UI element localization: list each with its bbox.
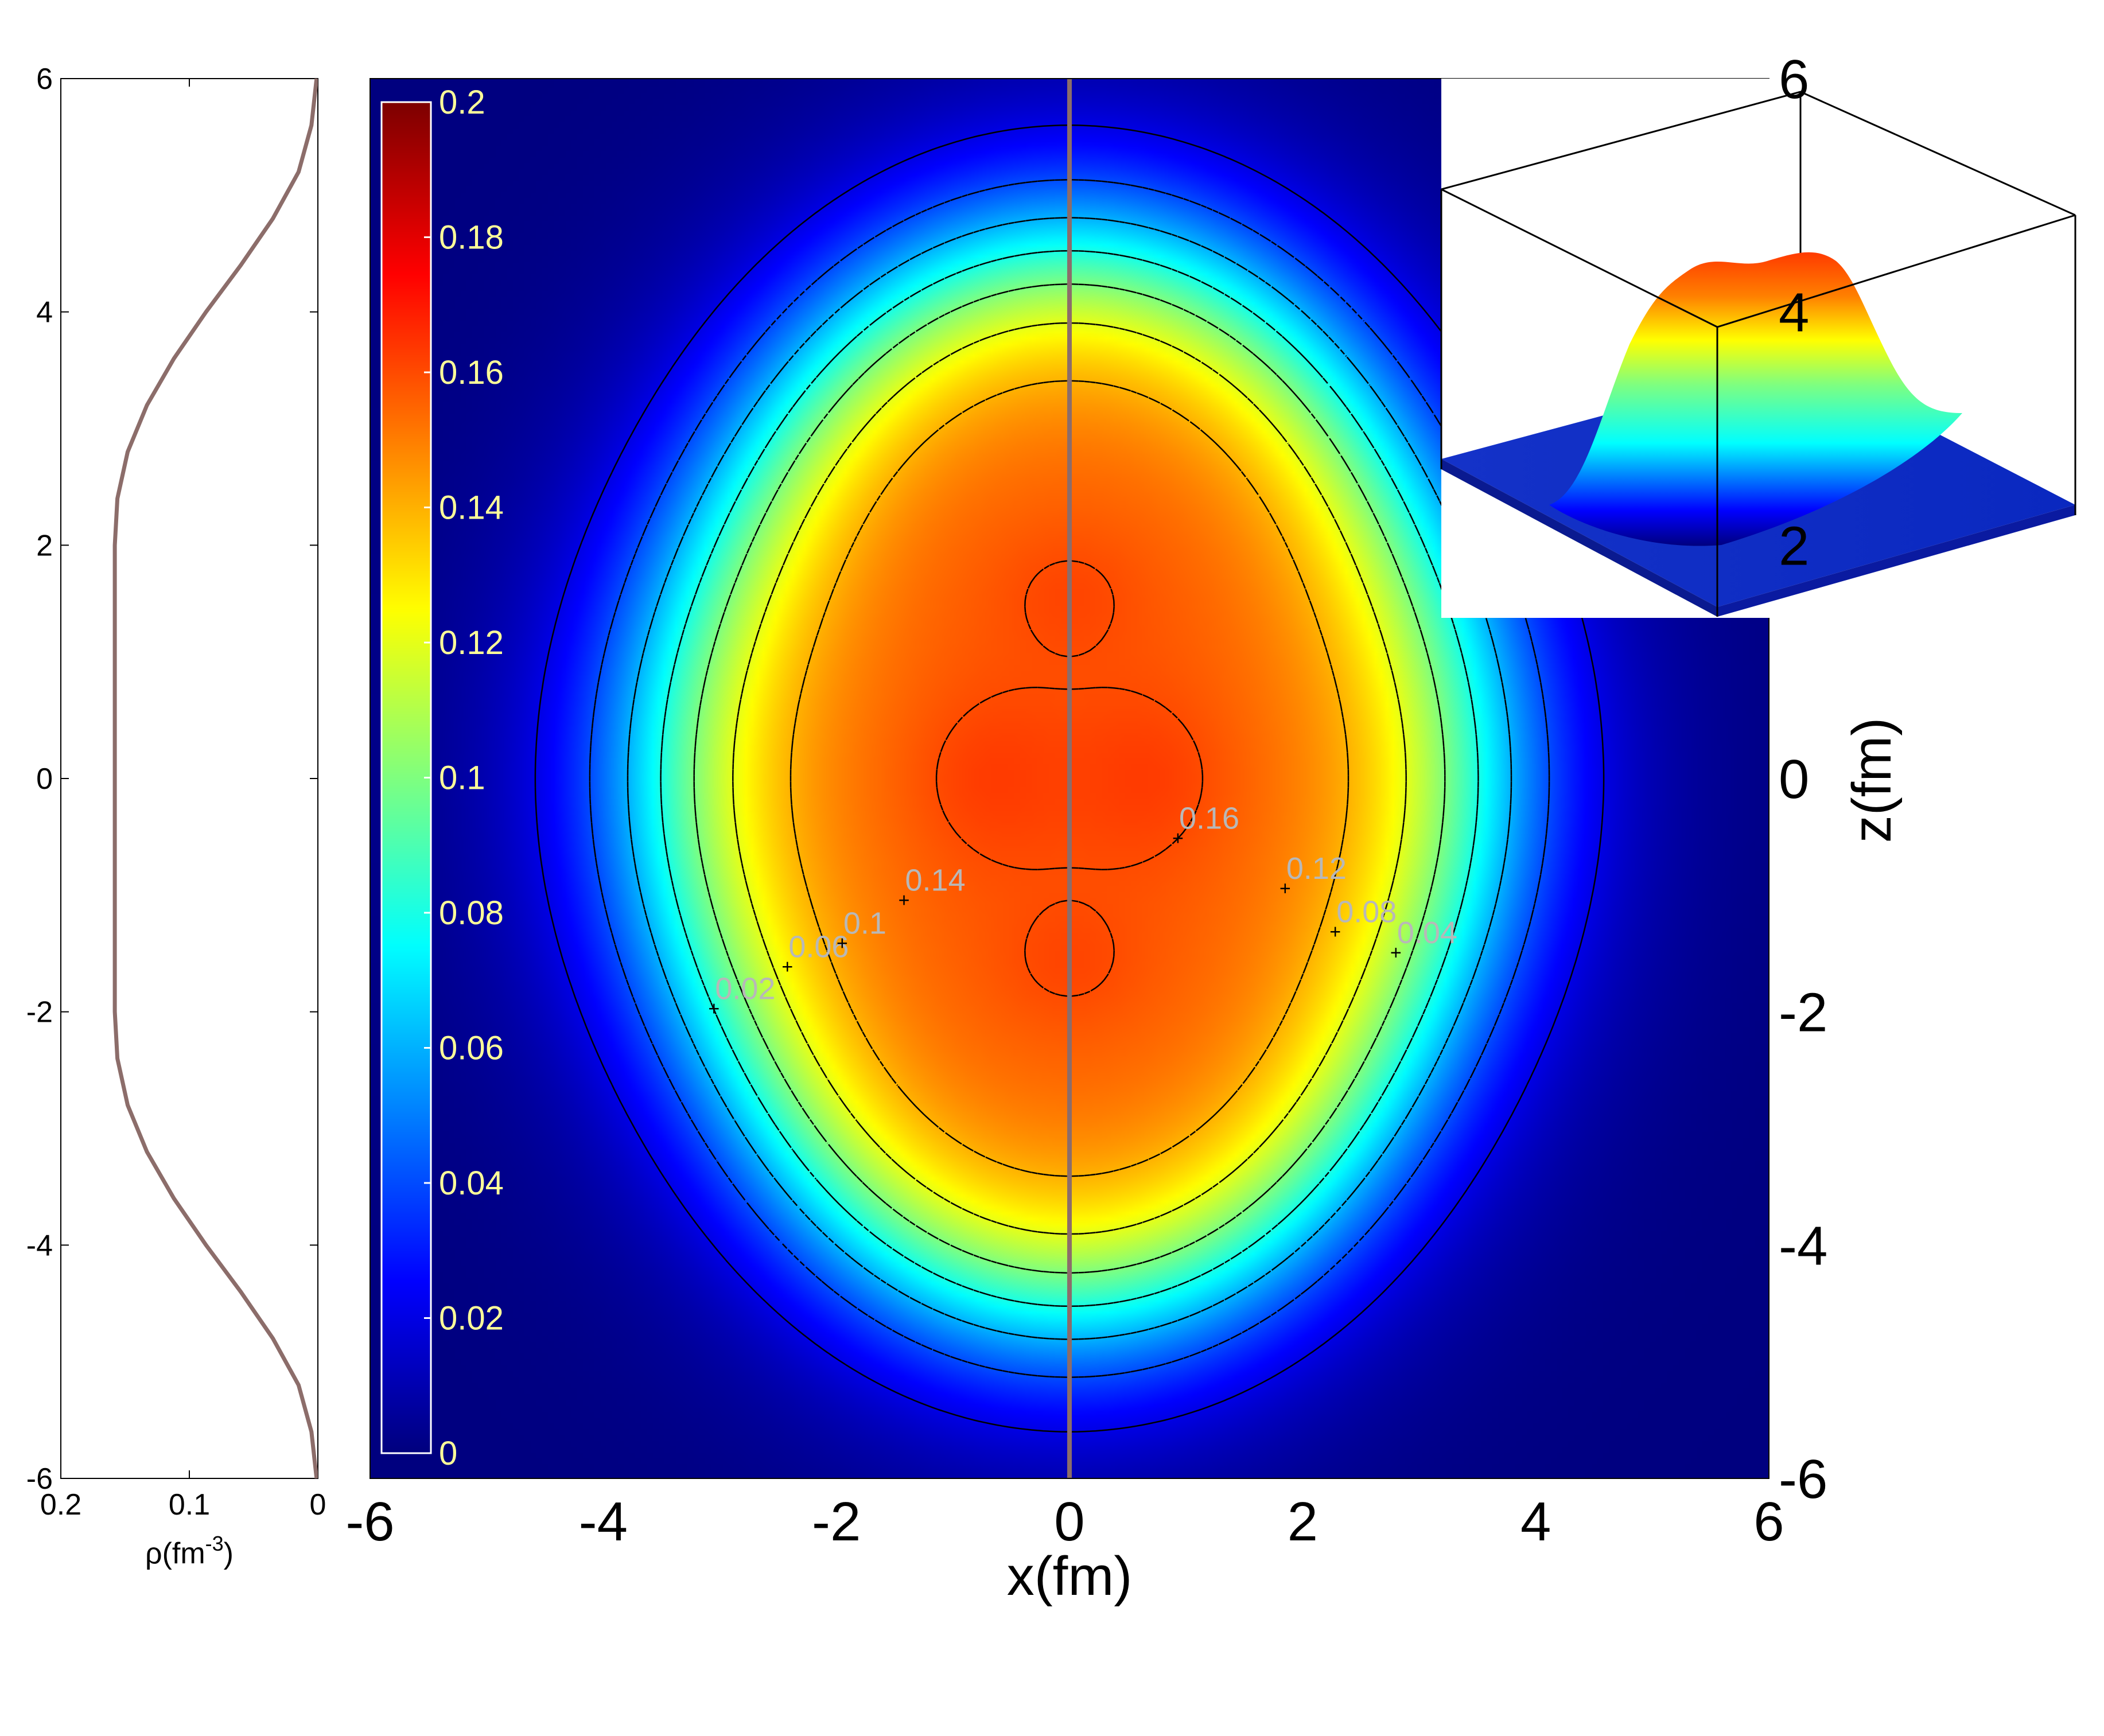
colorbar-tick-label: 0 bbox=[439, 1435, 457, 1472]
side-profile-line bbox=[112, 79, 318, 1478]
contour-marker: + bbox=[1172, 828, 1184, 850]
contour-marker: + bbox=[1279, 878, 1291, 900]
contour-line bbox=[790, 380, 1349, 1177]
colorbar-tick-label: 0.02 bbox=[439, 1300, 504, 1337]
contour-label: 0.02 bbox=[715, 972, 775, 1006]
main-y-tick-label: -2 bbox=[1779, 982, 1827, 1044]
contour-marker: + bbox=[708, 998, 720, 1020]
colorbar-tick-label: 0.08 bbox=[439, 894, 504, 932]
side-y-tick-label: 0 bbox=[36, 762, 53, 796]
colorbar-tick-label: 0.12 bbox=[439, 624, 504, 661]
main-x-tick-label: 6 bbox=[1753, 1491, 1784, 1552]
contour-label: 0.06 bbox=[788, 929, 849, 964]
colorbar-ticks: 0.2 0.18 0.16 0.14 0.12 0.1 0.08 0.06 0.04 0.02 0 bbox=[424, 84, 504, 1472]
colorbar-tick-label: 0.14 bbox=[439, 489, 504, 527]
side-y-tick-label: 4 bbox=[36, 296, 53, 329]
side-axes-frame bbox=[60, 78, 318, 1479]
colorbar-tick-label: 0.16 bbox=[439, 354, 504, 391]
inset-surface-bump bbox=[1549, 252, 1962, 546]
main-x-tick-label: -4 bbox=[579, 1491, 628, 1552]
colorbar-tick-label: 0.18 bbox=[439, 219, 504, 256]
side-y-tick-label: -2 bbox=[26, 996, 53, 1029]
inset-floor-edge-right bbox=[1717, 505, 2075, 617]
main-y-tick-label: -4 bbox=[1779, 1215, 1827, 1276]
side-y-tick-label: 6 bbox=[36, 63, 53, 96]
side-y-tick-label: 2 bbox=[36, 529, 53, 562]
contour-line bbox=[935, 560, 1204, 997]
contour-line bbox=[732, 322, 1407, 1235]
contour-line bbox=[627, 217, 1512, 1340]
contour-label: 0.1 bbox=[843, 906, 886, 941]
main-y-tick-label: 2 bbox=[1779, 515, 1809, 577]
inset-3d-surface bbox=[1440, 79, 2095, 618]
main-y-axis-label: z(fm) bbox=[1841, 718, 1903, 843]
contour-label: 0.08 bbox=[1336, 894, 1397, 929]
main-x-tick-label: -6 bbox=[345, 1491, 394, 1552]
main-x-ticks: -6 -4 -2 0 2 4 6 bbox=[345, 1491, 1784, 1552]
contour-line bbox=[660, 250, 1479, 1307]
main-y-tick-label: 0 bbox=[1779, 749, 1809, 810]
colorbar-tick-label: 0.2 bbox=[439, 84, 485, 121]
colorbar-tick-label: 0.1 bbox=[439, 760, 485, 797]
contour-lines bbox=[534, 124, 1605, 1433]
contour-marker: + bbox=[1390, 942, 1402, 964]
colorbar-tick-label: 0.06 bbox=[439, 1030, 504, 1067]
main-y-tick-label: 6 bbox=[1779, 49, 1809, 110]
main-y-ticks: 6 4 2 0 -2 -4 -6 bbox=[1779, 49, 1827, 1510]
contour-marker: + bbox=[1329, 921, 1341, 943]
contour-label: 0.12 bbox=[1286, 851, 1347, 886]
side-x-tick-label: 0 bbox=[310, 1488, 326, 1521]
main-x-tick-label: -2 bbox=[812, 1491, 861, 1552]
side-x-tick-label: 0.2 bbox=[40, 1488, 81, 1521]
contour-label: 0.04 bbox=[1397, 916, 1457, 950]
colorbar-tick-label: 0.04 bbox=[439, 1165, 504, 1202]
side-x-tick-label: 0.1 bbox=[169, 1488, 210, 1521]
main-y-tick-label: 4 bbox=[1779, 282, 1809, 344]
main-axes-frame bbox=[370, 78, 1769, 1479]
contour-marker: + bbox=[781, 956, 793, 978]
inset-floor-edge bbox=[1441, 459, 1717, 617]
contour-label: 0.14 bbox=[905, 863, 966, 898]
contour-line bbox=[693, 283, 1446, 1274]
side-ticks: 6 4 2 0 -2 -4 -60.2 0.1 0 bbox=[26, 63, 326, 1521]
side-y-tick-label: -6 bbox=[26, 1462, 53, 1496]
main-x-tick-label: 0 bbox=[1054, 1491, 1084, 1552]
contour-marker: + bbox=[899, 890, 910, 912]
colorbar: 0.2 0.18 0.16 0.14 0.12 0.1 0.08 0.06 0.04 0.02 0 bbox=[380, 84, 504, 1472]
side-profile-panel: 6 4 2 0 -2 -4 -60.2 0.1 0 ρ(fm-3) bbox=[26, 63, 326, 1570]
contour-labels: +0.02+0.06+0.1+0.14+0.16+0.12+0.08+0.04 bbox=[708, 801, 1457, 1020]
colorbar-gradient bbox=[382, 102, 431, 1453]
main-x-tick-label: 4 bbox=[1520, 1491, 1551, 1552]
side-x-axis-label: ρ(fm-3) bbox=[145, 1532, 234, 1570]
main-y-tick-label: -6 bbox=[1779, 1449, 1827, 1510]
contour-label: 0.16 bbox=[1179, 801, 1239, 836]
contour-marker: + bbox=[837, 933, 848, 955]
main-x-axis-label: x(fm) bbox=[1007, 1546, 1133, 1607]
main-x-tick-label: 2 bbox=[1288, 1491, 1318, 1552]
side-y-tick-label: -4 bbox=[26, 1229, 53, 1262]
